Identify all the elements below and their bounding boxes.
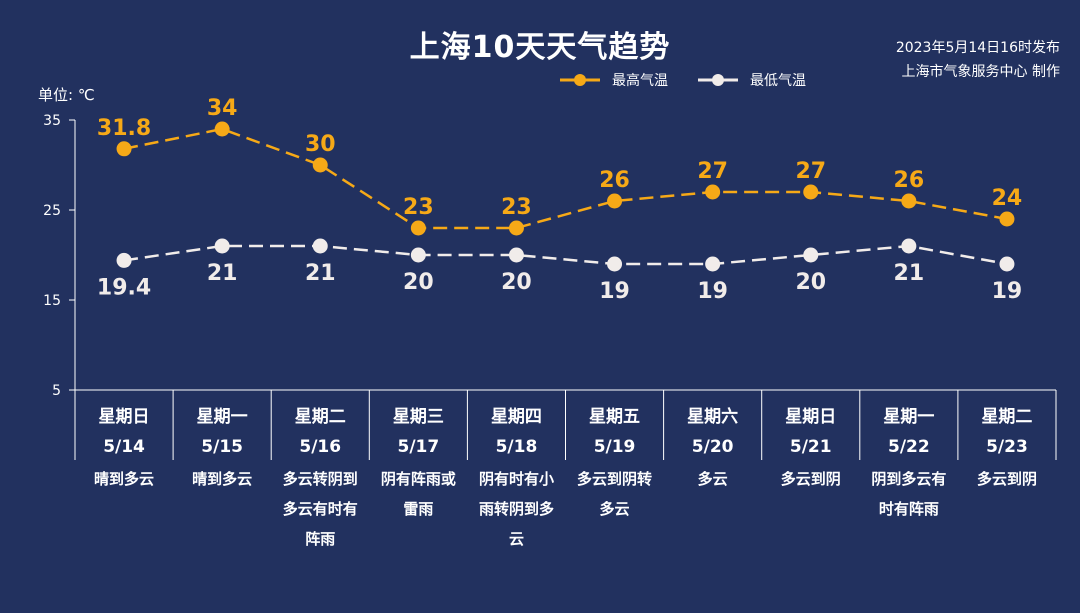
data-point-low xyxy=(508,247,524,263)
issuer: 上海市气象服务中心 制作 xyxy=(901,64,1060,80)
data-point-high xyxy=(508,220,524,236)
y-tick-label: 15 xyxy=(43,293,61,309)
legend-low-label: 最低气温 xyxy=(750,73,806,89)
day-weather: 多云到阴 xyxy=(977,470,1037,488)
data-label-high: 26 xyxy=(599,168,630,193)
legend-item-high: 最高气温 xyxy=(560,70,668,90)
day-weekday: 星期三 xyxy=(393,407,444,427)
data-point-high xyxy=(803,184,819,200)
issue-info: 2023年5月14日16时发布 上海市气象服务中心 制作 xyxy=(896,36,1060,84)
day-weekday: 星期五 xyxy=(589,407,640,427)
day-weekday: 星期日 xyxy=(785,407,836,427)
data-label-high: 26 xyxy=(894,168,925,193)
data-label-high: 31.8 xyxy=(97,116,151,141)
data-label-high: 24 xyxy=(992,186,1023,211)
day-weather: 晴到多云 xyxy=(192,470,252,488)
y-tick-label: 25 xyxy=(43,203,61,219)
day-weather: 阴有时有小 xyxy=(479,470,554,488)
data-point-low xyxy=(214,238,230,254)
data-label-low: 21 xyxy=(305,261,336,286)
data-point-low xyxy=(607,256,623,272)
data-label-low: 19 xyxy=(992,279,1023,304)
day-weather: 多云有时有 xyxy=(283,500,358,518)
data-point-high xyxy=(312,157,328,173)
day-weekday: 星期六 xyxy=(687,406,738,427)
data-label-high: 27 xyxy=(697,159,728,184)
data-label-low: 19.4 xyxy=(97,275,151,300)
day-date: 5/22 xyxy=(888,437,930,457)
day-date: 5/21 xyxy=(790,437,832,457)
data-label-low: 20 xyxy=(501,270,532,295)
data-label-low: 21 xyxy=(894,261,925,286)
day-weather: 雨转阴到多 xyxy=(479,500,554,518)
chart-legend: 最高气温 最低气温 xyxy=(560,70,836,90)
y-tick-label: 5 xyxy=(52,383,61,399)
day-weekday: 星期二 xyxy=(295,407,346,427)
day-date: 5/14 xyxy=(103,437,145,457)
legend-high-marker xyxy=(560,74,600,86)
legend-low-marker xyxy=(698,74,738,86)
day-date: 5/19 xyxy=(594,437,636,457)
day-weather: 云 xyxy=(509,530,524,548)
issue-time: 2023年5月14日16时发布 xyxy=(895,40,1060,56)
day-date: 5/23 xyxy=(986,437,1028,457)
day-weather: 阴到多云有 xyxy=(871,470,946,488)
data-label-high: 34 xyxy=(207,96,238,121)
data-label-high: 27 xyxy=(795,159,826,184)
data-point-low xyxy=(410,247,426,263)
data-point-high xyxy=(705,184,721,200)
day-weekday: 星期一 xyxy=(883,407,934,427)
day-weekday: 星期四 xyxy=(491,407,542,427)
data-point-high xyxy=(116,141,132,157)
data-point-low xyxy=(705,256,721,272)
day-weather: 阵雨 xyxy=(305,530,335,548)
data-label-high: 23 xyxy=(501,195,532,220)
unit-label: 单位: ℃ xyxy=(38,86,95,104)
y-tick-label: 35 xyxy=(43,113,61,129)
data-point-low xyxy=(999,256,1015,272)
day-weather: 多云到阴转 xyxy=(577,470,652,488)
data-label-low: 21 xyxy=(207,261,238,286)
legend-high-label: 最高气温 xyxy=(612,73,668,89)
day-weather: 晴到多云 xyxy=(94,470,154,488)
day-weather: 阴有阵雨或 xyxy=(381,470,456,488)
data-point-high xyxy=(607,193,623,209)
day-date: 5/18 xyxy=(496,437,538,457)
day-weather: 雷雨 xyxy=(403,500,433,518)
data-point-low xyxy=(312,238,328,254)
data-point-low xyxy=(116,252,132,268)
data-point-high xyxy=(214,121,230,137)
day-weekday: 星期一 xyxy=(197,407,248,427)
data-point-high xyxy=(999,211,1015,227)
day-weather: 多云 xyxy=(698,470,728,488)
day-date: 5/20 xyxy=(692,437,734,457)
day-weekday: 星期日 xyxy=(99,407,150,427)
day-weather: 多云 xyxy=(600,500,630,518)
day-date: 5/16 xyxy=(299,437,341,457)
day-weather: 多云转阴到 xyxy=(283,470,358,488)
data-label-low: 19 xyxy=(697,279,728,304)
chart-title: 上海10天天气趋势 xyxy=(409,30,671,65)
day-weather: 时有阵雨 xyxy=(879,500,939,518)
series-line-high xyxy=(123,127,1008,230)
data-label-low: 19 xyxy=(599,279,630,304)
data-point-low xyxy=(803,247,819,263)
data-point-high xyxy=(410,220,426,236)
day-date: 5/15 xyxy=(201,437,243,457)
day-weather: 多云到阴 xyxy=(781,470,841,488)
data-label-high: 30 xyxy=(305,132,336,157)
data-label-high: 23 xyxy=(403,195,434,220)
day-date: 5/17 xyxy=(397,437,439,457)
data-label-low: 20 xyxy=(795,270,826,295)
data-point-high xyxy=(901,193,917,209)
day-weekday: 星期二 xyxy=(981,407,1032,427)
legend-item-low: 最低气温 xyxy=(698,70,806,90)
series-line-low xyxy=(123,244,1008,266)
data-point-low xyxy=(901,238,917,254)
data-label-low: 20 xyxy=(403,270,434,295)
